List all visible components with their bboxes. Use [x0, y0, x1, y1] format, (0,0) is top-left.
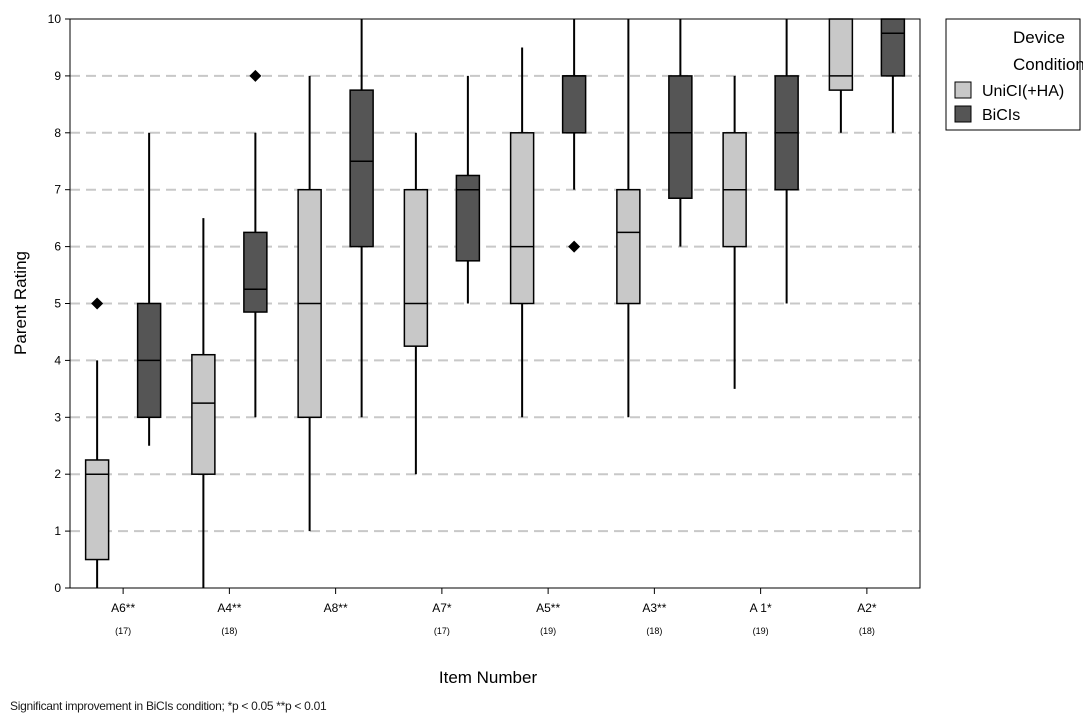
box-iqr [403, 188, 429, 347]
box-iqr [616, 188, 641, 305]
box-iqr [455, 174, 481, 262]
sample-size-label: (19) [753, 626, 769, 636]
y-tick-label: 10 [48, 12, 62, 26]
footnote: Significant improvement in BiCIs conditi… [10, 699, 327, 713]
box-iqr [509, 132, 535, 305]
outlier-point [568, 240, 581, 253]
sample-size-label: (18) [859, 626, 875, 636]
x-tick-label: A2* [857, 601, 877, 615]
x-tick-label: A4** [217, 601, 241, 615]
outlier-point [91, 297, 104, 310]
y-tick-label: 4 [54, 353, 61, 367]
box-iqr [828, 18, 854, 91]
x-tick-label: A6** [111, 601, 135, 615]
y-tick-label: 3 [54, 410, 61, 424]
box-iqr [191, 353, 216, 475]
box-iqr [668, 75, 693, 199]
x-tick-label: A3** [642, 601, 666, 615]
box-iqr [561, 75, 587, 134]
y-tick-label: 2 [54, 467, 61, 481]
x-tick-label: A8** [324, 601, 348, 615]
legend-title: Device [1013, 28, 1065, 47]
y-tick-label: 0 [54, 581, 61, 595]
box-iqr [84, 459, 110, 561]
legend-swatch [954, 81, 972, 99]
y-tick-label: 1 [54, 524, 61, 538]
box-iqr [880, 18, 906, 77]
x-axis-title: Item Number [439, 668, 538, 687]
sample-size-label: (18) [646, 626, 662, 636]
x-tick-label: A7* [432, 601, 452, 615]
legend-swatch [954, 105, 972, 123]
x-tick-label: A5** [536, 601, 560, 615]
y-tick-label: 7 [54, 183, 61, 197]
y-tick-label: 6 [54, 240, 61, 254]
y-axis-title: Parent Rating [11, 251, 30, 355]
outlier-point [249, 69, 262, 82]
box-iqr [243, 231, 268, 313]
legend-title: Condition [1013, 55, 1083, 74]
sample-size-label: (18) [221, 626, 237, 636]
x-tick-label: A 1* [750, 601, 772, 615]
sample-size-label: (17) [434, 626, 450, 636]
sample-size-label: (19) [540, 626, 556, 636]
y-tick-label: 8 [54, 126, 61, 140]
legend-label: UniCI(+HA) [982, 83, 1064, 100]
legend-label: BiCIs [982, 107, 1020, 124]
sample-size-label: (17) [115, 626, 131, 636]
y-tick-label: 9 [54, 69, 61, 83]
box-iqr [349, 89, 374, 248]
y-tick-label: 5 [54, 297, 61, 311]
